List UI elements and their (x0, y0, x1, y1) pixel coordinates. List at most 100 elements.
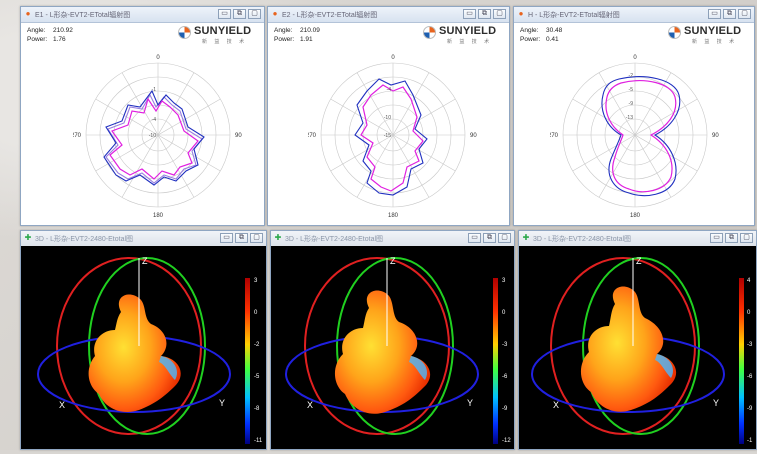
restore-button[interactable]: ⧉ (723, 9, 736, 19)
radiation-pattern-3d (580, 286, 677, 412)
plot3d-canvas[interactable]: Z X Y 3 0 -3 -6 -9 -12 (271, 246, 514, 449)
sunyield-logo-icon (423, 26, 436, 39)
close-button[interactable]: ▢ (250, 233, 263, 243)
axis-z-label: Z (636, 256, 642, 266)
pattern3d-window-2[interactable]: ✚ 3D - L形杂-EVT2-2480-Etotal图 ▭ ⧉ ▢ Z X Y… (270, 230, 515, 450)
axis-y-label: Y (713, 398, 719, 408)
colorbar-label: 0 (502, 310, 506, 316)
sunyield-logo: SUNYIELD 新 益 技 术 (178, 24, 258, 46)
titlebar[interactable]: ● E2 - L形杂-EVT2-ETotal辐射图 ▭ ⧉ ▢ (268, 7, 509, 23)
colorbar-label: -9 (502, 406, 508, 412)
colorbar-label: -12 (502, 438, 511, 444)
sunyield-logo-icon (668, 26, 681, 39)
close-button[interactable]: ▢ (493, 9, 506, 19)
minimize-button[interactable]: ▭ (463, 9, 476, 19)
angle-value: 30.48 (546, 27, 563, 34)
plot3d-svg: Z X Y 3 0 -2 -5 -8 -11 (37, 256, 263, 444)
ring-label: -4 (152, 117, 157, 123)
power-label: Power: (274, 36, 295, 43)
titlebar[interactable]: ✚ 3D - L形杂-EVT2-2480-Etotal图 ▭ ⧉ ▢ (271, 231, 514, 247)
colorbar-label: 3 (502, 278, 506, 284)
restore-button[interactable]: ⧉ (235, 233, 248, 243)
colorbar-label: 0 (747, 310, 751, 316)
readout: Angle: 210.09 Power: 1.91 (274, 26, 320, 44)
axis-z-label: Z (142, 256, 148, 266)
close-button[interactable]: ▢ (498, 233, 511, 243)
orange-app-icon: ● (272, 9, 278, 18)
tick-bottom: 180 (153, 213, 164, 219)
close-button[interactable]: ▢ (248, 9, 261, 19)
minimize-button[interactable]: ▭ (468, 233, 481, 243)
titlebar[interactable]: ● E1 - L形杂-EVT2-ETotal辐射图 ▭ ⧉ ▢ (21, 7, 264, 23)
elevation-ring-green (336, 257, 454, 435)
polar-plot[interactable]: 0 270 90 180 -4 -10 -15 (308, 49, 478, 221)
window-title: E1 - L形杂-EVT2-ETotal辐射图 (35, 12, 131, 19)
angle-value: 210.92 (53, 27, 73, 34)
polar-grid (85, 62, 231, 208)
axis-x-label: X (553, 400, 559, 410)
colorbar-label: -9 (747, 406, 753, 412)
pattern3d-window-1[interactable]: ✚ 3D - L形杂-EVT2-2480-Etotal图 ▭ ⧉ ▢ (20, 230, 267, 450)
ring-label: -10 (149, 133, 156, 139)
tick-right: 90 (470, 133, 477, 139)
logo-brand: SUNYIELD (194, 25, 252, 37)
colorbar (245, 278, 250, 444)
logo-brand: SUNYIELD (439, 25, 497, 37)
polar-plot[interactable]: 0 270 90 180 -1 -4 -10 (73, 49, 243, 221)
tick-left: 270 (73, 133, 82, 139)
plot3d-canvas[interactable]: Z X Y 4 0 -3 -6 -9 -1 (519, 246, 756, 449)
tick-bottom: 180 (630, 213, 641, 219)
green-plus-icon: ✚ (274, 233, 282, 242)
minimize-button[interactable]: ▭ (710, 233, 723, 243)
colorbar-label: 4 (747, 278, 751, 284)
polar-window-2[interactable]: ● E2 - L形杂-EVT2-ETotal辐射图 ▭ ⧉ ▢ Angle: 21… (267, 6, 510, 226)
polar-plot[interactable]: 0 270 90 180 -2 -5 -9 -13 (550, 49, 720, 221)
ring-label: -2 (629, 73, 634, 79)
colorbar-label: 0 (254, 310, 258, 316)
axis-x-label: X (307, 400, 313, 410)
restore-button[interactable]: ⧉ (725, 233, 738, 243)
sunyield-logo-icon (178, 26, 191, 39)
colorbar-label: 3 (254, 278, 258, 284)
power-value: 1.76 (53, 36, 66, 43)
ring-label: -4 (387, 87, 392, 93)
tick-left: 270 (550, 133, 559, 139)
window-title: 3D - L形杂-EVT2-2480-Etotal图 (35, 236, 134, 243)
tick-right: 90 (712, 133, 719, 139)
plot3d-canvas[interactable]: Z X Y 3 0 -2 -5 -8 -11 (21, 246, 266, 449)
axis-z-label: Z (390, 256, 396, 266)
minimize-button[interactable]: ▭ (218, 9, 231, 19)
titlebar[interactable]: ✚ 3D - L形杂-EVT2-2480-Etotal图 ▭ ⧉ ▢ (519, 231, 756, 247)
axis-x-label: X (59, 400, 65, 410)
polar-window-3[interactable]: ● H - L形杂-EVT2-ETotal辐射图 ▭ ⧉ ▢ Angle: 30.… (513, 6, 755, 226)
readout: Angle: 210.92 Power: 1.76 (27, 26, 73, 44)
restore-button[interactable]: ⧉ (233, 9, 246, 19)
power-label: Power: (520, 36, 541, 43)
power-label: Power: (27, 36, 48, 43)
power-value: 0.41 (546, 36, 559, 43)
logo-sub: 新 益 技 术 (692, 39, 738, 45)
pattern-shadow-blue (159, 356, 178, 380)
axis-y-label: Y (219, 398, 225, 408)
minimize-button[interactable]: ▭ (220, 233, 233, 243)
ring-label: -13 (626, 115, 633, 121)
polar-window-1[interactable]: ● E1 - L形杂-EVT2-ETotal辐射图 ▭ ⧉ ▢ Angle: 21… (20, 6, 265, 226)
titlebar[interactable]: ✚ 3D - L形杂-EVT2-2480-Etotal图 ▭ ⧉ ▢ (21, 231, 266, 247)
colorbar-label: -11 (254, 438, 263, 444)
trace-magenta (605, 80, 677, 193)
pattern3d-window-3[interactable]: ✚ 3D - L形杂-EVT2-2480-Etotal图 ▭ ⧉ ▢ Z X Y… (518, 230, 757, 450)
logo-sub: 新 益 技 术 (202, 39, 248, 45)
minimize-button[interactable]: ▭ (708, 9, 721, 19)
titlebar[interactable]: ● H - L形杂-EVT2-ETotal辐射图 ▭ ⧉ ▢ (514, 7, 754, 23)
angle-label: Angle: (520, 27, 539, 34)
axis-y-label: Y (467, 398, 473, 408)
trace-lavender (105, 93, 203, 184)
elevation-ring-green (88, 257, 206, 435)
restore-button[interactable]: ⧉ (483, 233, 496, 243)
tick-top: 0 (633, 55, 637, 61)
close-button[interactable]: ▢ (738, 9, 751, 19)
close-button[interactable]: ▢ (740, 233, 753, 243)
orange-app-icon: ● (25, 9, 31, 18)
restore-button[interactable]: ⧉ (478, 9, 491, 19)
radiation-pattern-3d (334, 290, 431, 414)
